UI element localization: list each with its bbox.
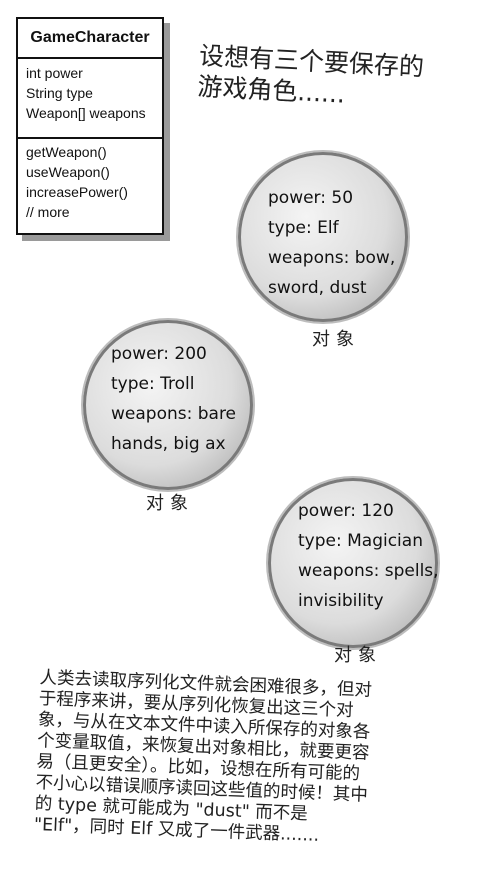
object-fields-elf: power: 50 type: Elf weapons: bow, sword,…: [268, 183, 395, 303]
object-field: hands, big ax: [111, 434, 226, 454]
uml-methods: getWeapon() useWeapon() increasePower() …: [18, 139, 162, 227]
uml-class-box: GameCharacter int power String type Weap…: [16, 17, 164, 235]
object-field: type: Elf: [268, 218, 339, 238]
uml-attribute: String type: [26, 85, 93, 101]
object-field: type: Magician: [298, 531, 423, 551]
object-fields-troll: power: 200 type: Troll weapons: bare han…: [111, 339, 236, 459]
uml-method: getWeapon(): [26, 144, 107, 160]
object-field: invisibility: [298, 591, 384, 611]
uml-method: // more: [26, 204, 70, 220]
object-field: type: Troll: [111, 374, 195, 394]
object-fields-magician: power: 120 type: Magician weapons: spell…: [298, 496, 439, 616]
object-field: power: 200: [111, 344, 207, 364]
uml-attribute: Weapon[] weapons: [26, 105, 146, 121]
object-field: power: 120: [298, 501, 394, 521]
object-label: 对象: [146, 493, 194, 514]
object-bubble-magician: [268, 478, 438, 648]
uml-attribute: int power: [26, 65, 83, 81]
object-field: sword, dust: [268, 278, 367, 298]
uml-class-name: GameCharacter: [18, 19, 162, 59]
uml-method: useWeapon(): [26, 164, 110, 180]
object-bubble-elf: [238, 152, 408, 322]
headline: 设想有三个要保存的 游戏角色......: [197, 40, 480, 117]
object-field: power: 50: [268, 188, 354, 208]
object-field: weapons: bare: [111, 404, 237, 424]
uml-method: increasePower(): [26, 184, 128, 200]
object-label: 对象: [334, 645, 382, 666]
explanation-paragraph: 人类去读取序列化文件就会困难很多，但对 于程序来讲，要从序列化恢复出这三个对 象…: [34, 668, 460, 852]
object-label: 对象: [312, 329, 360, 350]
object-field: weapons: spells,: [298, 561, 439, 581]
uml-attributes: int power String type Weapon[] weapons: [18, 59, 162, 139]
object-bubble-troll: [83, 320, 253, 490]
object-field: weapons: bow,: [268, 248, 396, 268]
